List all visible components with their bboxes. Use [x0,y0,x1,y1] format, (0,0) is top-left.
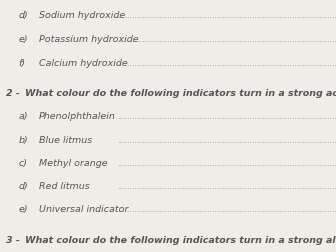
Text: Potassium hydroxide: Potassium hydroxide [39,35,138,44]
Text: 2 -: 2 - [6,89,20,99]
Text: e): e) [18,205,28,214]
Text: d): d) [18,182,28,191]
Text: ................................................................................: ........................................… [118,136,336,145]
Text: Sodium hydroxide: Sodium hydroxide [39,11,125,20]
Text: Universal indicator: Universal indicator [39,205,128,214]
Text: c): c) [18,159,28,168]
Text: b): b) [18,136,28,145]
Text: ................................................................................: ........................................… [118,11,336,20]
Text: 3 -: 3 - [6,236,20,245]
Text: ................................................................................: ........................................… [118,35,336,44]
Text: Red litmus: Red litmus [39,182,89,191]
Text: Calcium hydroxide: Calcium hydroxide [39,59,127,68]
Text: What colour do the following indicators turn in a strong alkali?: What colour do the following indicators … [25,236,336,245]
Text: Phenolphthalein: Phenolphthalein [39,112,116,121]
Text: d): d) [18,11,28,20]
Text: What colour do the following indicators turn in a strong acid?: What colour do the following indicators … [25,89,336,99]
Text: e): e) [18,35,28,44]
Text: ................................................................................: ........................................… [118,182,336,191]
Text: Blue litmus: Blue litmus [39,136,92,145]
Text: ................................................................................: ........................................… [118,59,336,68]
Text: ................................................................................: ........................................… [118,159,336,168]
Text: Methyl orange: Methyl orange [39,159,107,168]
Text: f): f) [18,59,26,68]
Text: ................................................................................: ........................................… [118,112,336,121]
Text: a): a) [18,112,28,121]
Text: ................................................................................: ........................................… [118,205,336,214]
